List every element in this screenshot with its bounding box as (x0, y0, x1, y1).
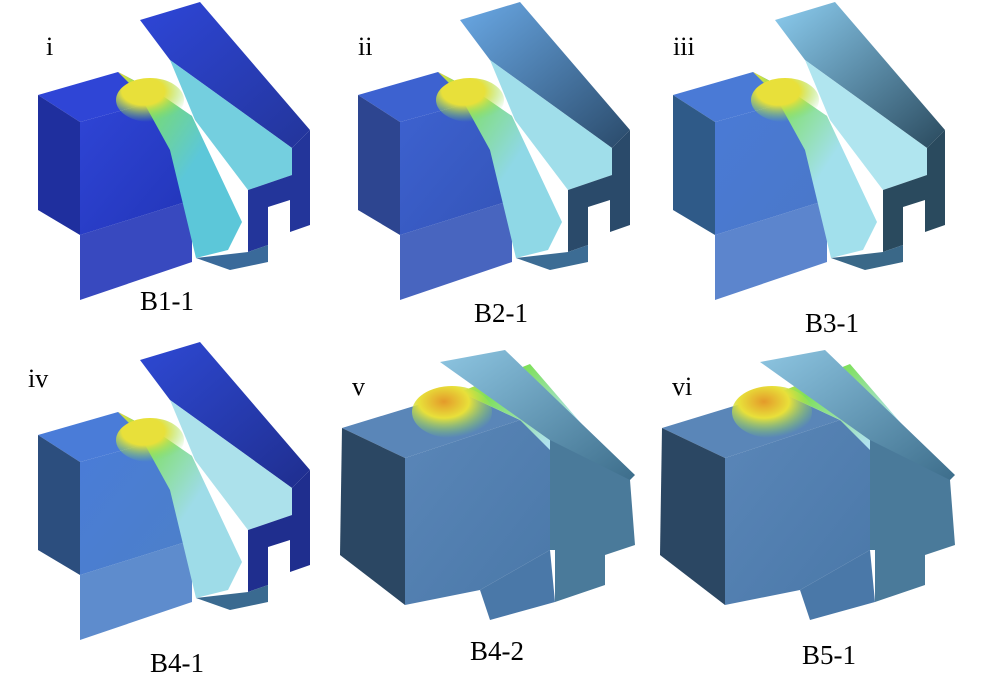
panel-index-label: ii (358, 32, 373, 61)
panel-caption: B5-1 (802, 640, 856, 670)
groove-block-render (38, 342, 310, 640)
panel-caption: B4-1 (150, 648, 204, 678)
panel-iv: iv B4-1 (20, 340, 347, 680)
panel-index-label: iv (28, 364, 49, 393)
panel-i: i B1-1 (20, 0, 347, 340)
panel-caption: B4-2 (470, 636, 524, 666)
panel-vi: vi B5-1 (650, 340, 977, 680)
groove-block-render (358, 2, 630, 300)
panel-caption: B1-1 (140, 286, 194, 316)
panel-v: v B4-2 (330, 340, 657, 680)
panel-ii: ii B2-1 (340, 0, 667, 340)
panel-index-label: iii (673, 32, 695, 61)
panel-index-label: vi (672, 372, 693, 401)
groove-block-render (660, 350, 955, 620)
groove-block-render (340, 350, 635, 620)
panel-iii: iii B3-1 (655, 0, 982, 340)
panel-index-label: i (46, 32, 54, 61)
groove-block-render (38, 2, 310, 300)
panel-index-label: v (352, 372, 365, 401)
panel-caption: B2-1 (474, 298, 528, 328)
groove-block-render (673, 2, 945, 300)
panel-caption: B3-1 (805, 308, 859, 338)
